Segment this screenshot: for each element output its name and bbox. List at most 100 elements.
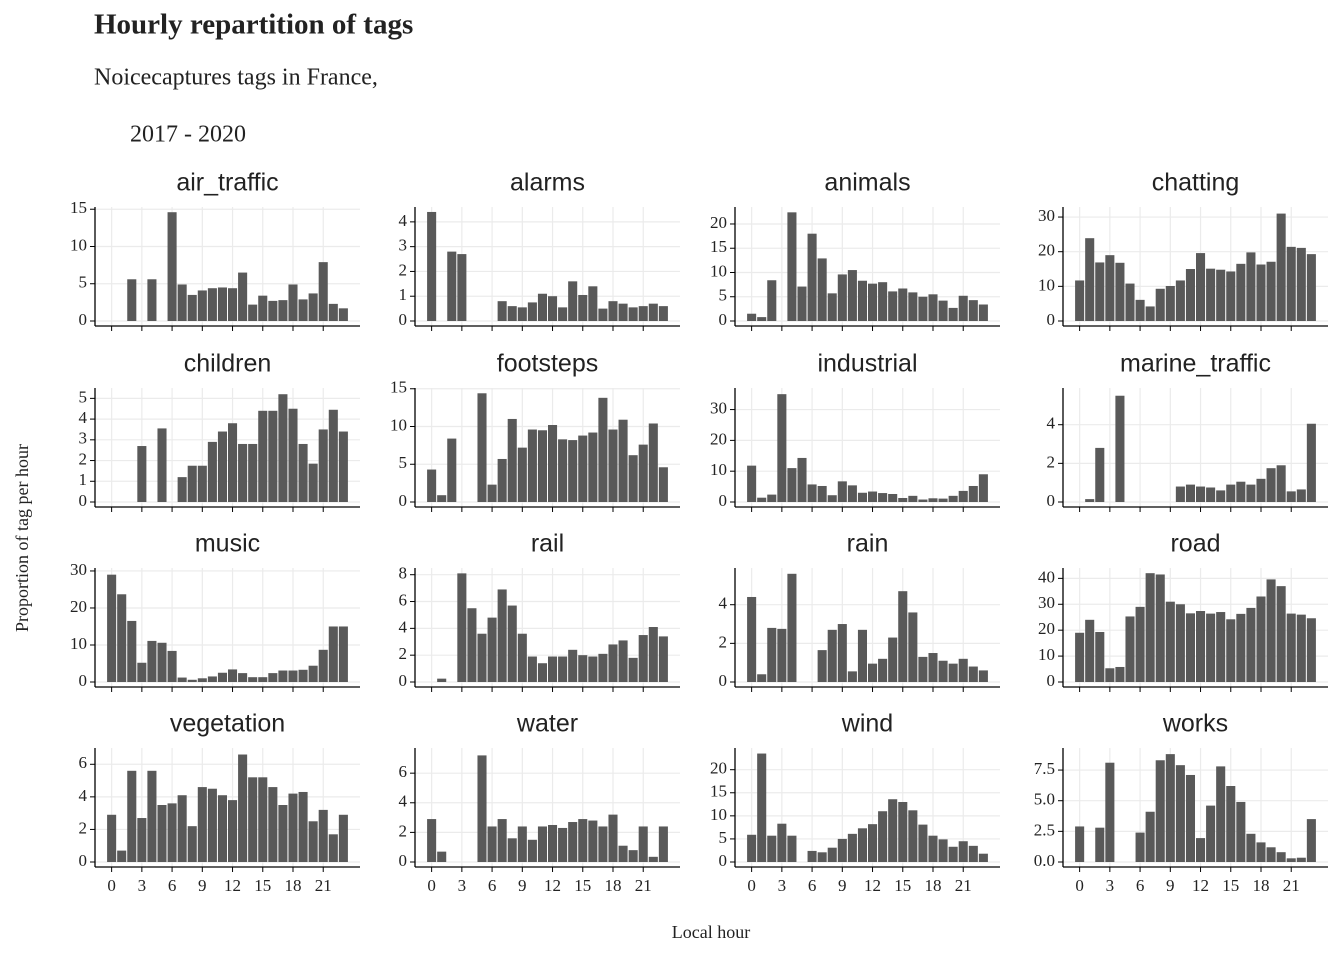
bar [207,676,217,682]
bar [477,755,487,862]
bar [857,828,867,862]
bar [1135,832,1145,862]
y-tick-label: 10 [390,415,407,434]
bar [908,292,918,321]
bar [618,419,628,502]
bar [918,499,928,502]
bar [608,814,618,862]
bar [938,660,948,682]
y-tick-label: 4 [399,792,408,811]
bar [648,423,658,502]
y-tick-label: 0 [719,491,728,510]
bar [868,283,878,321]
bar [817,258,827,321]
bar [857,629,867,682]
x-tick-label: 21 [955,876,972,895]
bar [598,653,608,682]
bar [437,851,447,862]
bar [1075,826,1085,862]
bar [328,626,338,682]
bar [878,493,888,502]
facet-title: air_traffic [176,169,278,197]
bar [918,656,928,682]
bar [527,429,537,502]
bar [888,493,898,502]
bar [1145,306,1155,321]
x-tick-label: 6 [488,876,497,895]
bar [1206,805,1216,862]
bar [1165,601,1175,682]
bar [507,605,517,682]
bar [537,430,547,502]
y-tick-label: 6 [399,762,408,781]
y-tick-label: 2 [399,821,408,840]
bar [1266,847,1276,862]
y-tick-label: 0 [399,491,408,510]
bar [797,457,807,502]
bar [777,628,787,682]
x-tick-label: 21 [315,876,332,895]
y-tick-label: 4 [1047,414,1056,433]
x-tick-label: 6 [1136,876,1145,895]
bar [1216,490,1226,502]
bar [278,300,288,321]
bar [298,299,308,321]
bar [288,284,298,321]
bar [487,826,497,862]
bar [888,637,898,682]
bar [1256,596,1266,682]
y-tick-label: 2 [1047,452,1056,471]
bar [1206,613,1216,682]
bar [578,435,588,502]
facet-title: chatting [1152,169,1240,197]
bar [558,307,568,321]
x-tick-label: 15 [574,876,591,895]
facet-title: rail [531,530,564,558]
facet-title: works [1162,710,1228,738]
bar [958,658,968,682]
bar [298,443,308,502]
bar [207,441,217,502]
facet-title: alarms [510,169,585,197]
bar [517,447,527,502]
bar [507,418,517,502]
bar [1125,616,1135,682]
bar [1145,811,1155,862]
bar [197,465,207,502]
bar [747,465,757,502]
subtitle: 2017 - 2020 [130,122,246,148]
subtitle: Noicecaptures tags in France, [94,65,378,91]
x-tick-label: 21 [635,876,652,895]
facet-title: rain [847,530,889,558]
bar [1145,573,1155,682]
bar [908,810,918,862]
bar [1095,447,1105,502]
x-tick-label: 18 [1252,876,1269,895]
bar [598,308,608,321]
bar [308,665,318,682]
y-tick-label: 5 [79,387,88,406]
bar [968,666,978,682]
bar [658,636,668,682]
x-tick-label: 15 [894,876,911,895]
bar [248,777,258,862]
bar [1246,607,1256,682]
bar [207,788,217,862]
bar [487,617,497,682]
bar [588,432,598,502]
x-tick-label: 0 [427,876,436,895]
bar [1216,766,1226,862]
bar [1246,252,1256,321]
bar [648,627,658,682]
bar [187,826,197,862]
chart-title: Hourly repartition of tags [94,9,413,41]
x-tick-label: 15 [1222,876,1239,895]
bar [117,850,127,862]
bar [978,670,988,682]
bar [338,431,348,502]
bar [127,620,137,682]
bar [517,826,527,862]
bar [1266,261,1276,321]
y-tick-label: 3 [79,429,88,448]
bar [177,795,187,862]
